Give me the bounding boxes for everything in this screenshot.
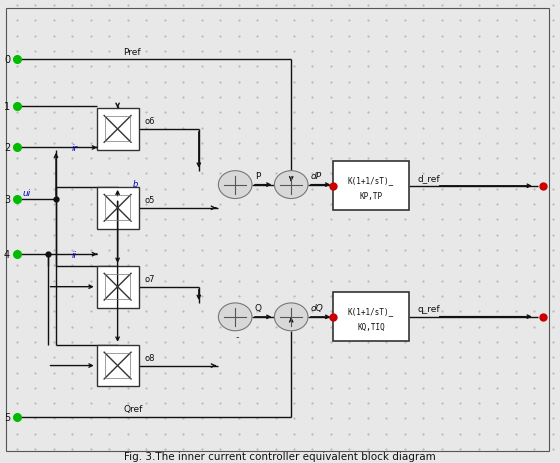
Text: 4: 4 — [4, 250, 10, 260]
Text: KP,TP: KP,TP — [360, 192, 382, 200]
Text: o6: o6 — [144, 117, 155, 126]
Bar — [105, 353, 130, 378]
Bar — [105, 117, 130, 142]
Text: Fig. 3.The inner current controller equivalent block diagram: Fig. 3.The inner current controller equi… — [124, 450, 436, 461]
Circle shape — [218, 171, 252, 199]
Bar — [96, 345, 138, 387]
Text: -: - — [235, 332, 239, 342]
Text: b: b — [133, 179, 138, 188]
Text: KQ,TIQ: KQ,TIQ — [357, 322, 385, 331]
Bar — [96, 188, 138, 229]
Text: P: P — [255, 171, 260, 180]
Circle shape — [218, 303, 252, 331]
Text: K(1+1/sT)_: K(1+1/sT)_ — [348, 307, 394, 316]
Text: o5: o5 — [144, 196, 155, 205]
Circle shape — [274, 171, 308, 199]
Text: K(1+1/sT)_: K(1+1/sT)_ — [348, 176, 394, 185]
Text: o7: o7 — [144, 275, 155, 283]
Text: q_ref: q_ref — [417, 304, 440, 313]
Text: 0: 0 — [4, 55, 10, 65]
Bar — [105, 196, 130, 221]
Text: ui: ui — [22, 189, 31, 198]
Text: 1: 1 — [4, 101, 10, 112]
Circle shape — [274, 303, 308, 331]
Text: dQ: dQ — [311, 303, 324, 312]
Text: Q: Q — [255, 303, 262, 312]
Bar — [333, 293, 409, 341]
Bar — [333, 162, 409, 211]
Text: o8: o8 — [144, 353, 155, 362]
Bar — [96, 266, 138, 308]
Text: ii: ii — [72, 250, 76, 259]
Text: ir: ir — [72, 144, 78, 153]
Text: Qref: Qref — [123, 404, 143, 413]
Text: 3: 3 — [4, 194, 10, 204]
Text: 5: 5 — [4, 412, 10, 422]
Text: d_ref: d_ref — [417, 173, 440, 182]
Text: 2: 2 — [4, 143, 10, 153]
Text: Pref: Pref — [123, 48, 141, 56]
Text: dP: dP — [311, 171, 322, 180]
Bar — [96, 109, 138, 150]
Bar — [105, 275, 130, 300]
